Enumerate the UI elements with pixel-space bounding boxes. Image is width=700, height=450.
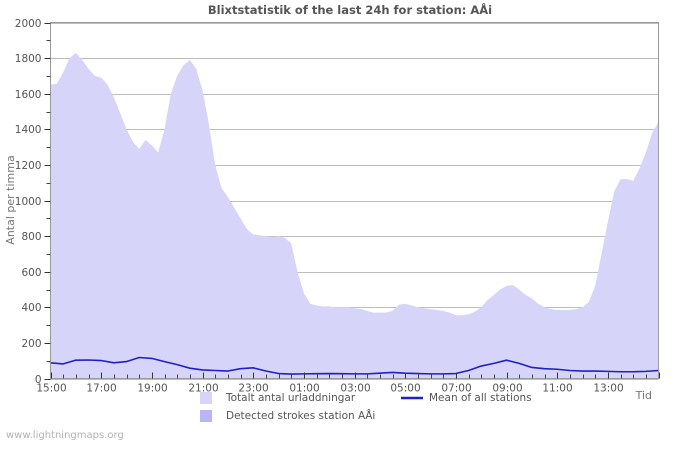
mean-of-all-stations-line [49,356,660,375]
legend-label-station: Detected strokes station AÅi [226,409,375,422]
chart-title: Blixtstatistik of the last 24h for stati… [208,2,492,17]
y-axis-ticks: 0 200 400 600 800 1000 1200 1400 1600 1800 2000 [15,18,51,386]
x-tick-label: 23:00 [238,383,268,395]
mean-line-layer [49,356,660,375]
y-tick-label: 600 [21,267,41,279]
x-axis-ticks: 15:00 17:00 19:00 21:00 23:00 01:00 03:00 05:00… [36,372,660,395]
total-discharges-area [50,52,659,379]
legend-label-mean: Mean of all stations [429,392,532,404]
x-tick-label: 15:00 [36,383,66,395]
y-axis-label: Antal per timma [4,155,17,244]
y-tick-label: 1800 [15,53,42,65]
watermark: www.lightningmaps.org [6,430,124,441]
x-tick-label: 07:00 [441,383,471,395]
x-axis-label: Tid [635,389,652,402]
x-tick-label: 21:00 [188,383,218,395]
x-tick-label: 17:00 [86,383,116,395]
y-tick-label: 800 [21,231,41,243]
y-tick-label: 1400 [15,124,42,136]
y-tick-label: 1600 [15,89,42,101]
legend-swatch-total [200,392,212,404]
legend-item: Detected strokes station AÅi [200,409,375,422]
y-tick-label: 1200 [15,160,42,172]
x-tick-label: 19:00 [137,383,167,395]
x-tick-label: 01:00 [289,383,319,395]
legend-label-total: Totalt antal urladdningar [225,392,356,404]
plot-frame [50,22,659,379]
y-tick-label: 0 [35,374,42,386]
legend-item: Mean of all stations [401,392,532,404]
x-tick-label: 11:00 [542,383,572,395]
x-tick-label: 05:00 [390,383,420,395]
x-tick-label: 09:00 [492,383,522,395]
x-tick-label: 03:00 [340,383,370,395]
y-tick-label: 2000 [15,18,42,30]
y-tick-label: 1000 [15,196,42,208]
chart-legend: Totalt antal urladdningar Mean of all sta… [200,392,532,422]
y-tick-label: 400 [21,302,41,314]
area-series-layer [50,52,659,379]
legend-swatch-station [200,410,212,422]
legend-item: Totalt antal urladdningar [200,392,356,404]
x-tick-label: 13:00 [593,383,623,395]
y-tick-label: 200 [21,338,41,350]
